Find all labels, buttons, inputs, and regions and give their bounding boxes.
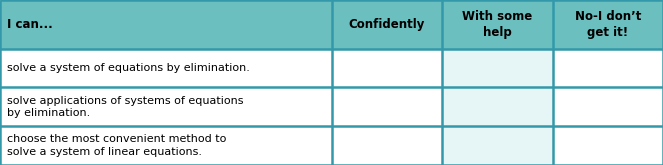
Bar	[553, 126, 663, 165]
Text: solve a system of equations by elimination.: solve a system of equations by eliminati…	[7, 63, 249, 73]
Bar	[442, 0, 553, 49]
Bar	[332, 49, 442, 87]
Text: solve applications of systems of equations
by elimination.: solve applications of systems of equatio…	[7, 96, 243, 118]
Text: Confidently: Confidently	[348, 18, 425, 31]
Bar	[553, 0, 663, 49]
Bar	[553, 49, 663, 87]
Bar	[442, 49, 553, 87]
Text: No-I don’t
get it!: No-I don’t get it!	[575, 10, 641, 39]
Bar	[0, 0, 332, 49]
Bar	[332, 126, 442, 165]
Bar	[0, 126, 332, 165]
Text: With some
help: With some help	[462, 10, 532, 39]
Bar	[553, 87, 663, 126]
Bar	[332, 0, 442, 49]
Bar	[442, 126, 553, 165]
Bar	[332, 87, 442, 126]
Text: I can...: I can...	[7, 18, 52, 31]
Bar	[442, 87, 553, 126]
Bar	[0, 49, 332, 87]
Text: choose the most convenient method to
solve a system of linear equations.: choose the most convenient method to sol…	[7, 134, 226, 157]
Bar	[0, 87, 332, 126]
